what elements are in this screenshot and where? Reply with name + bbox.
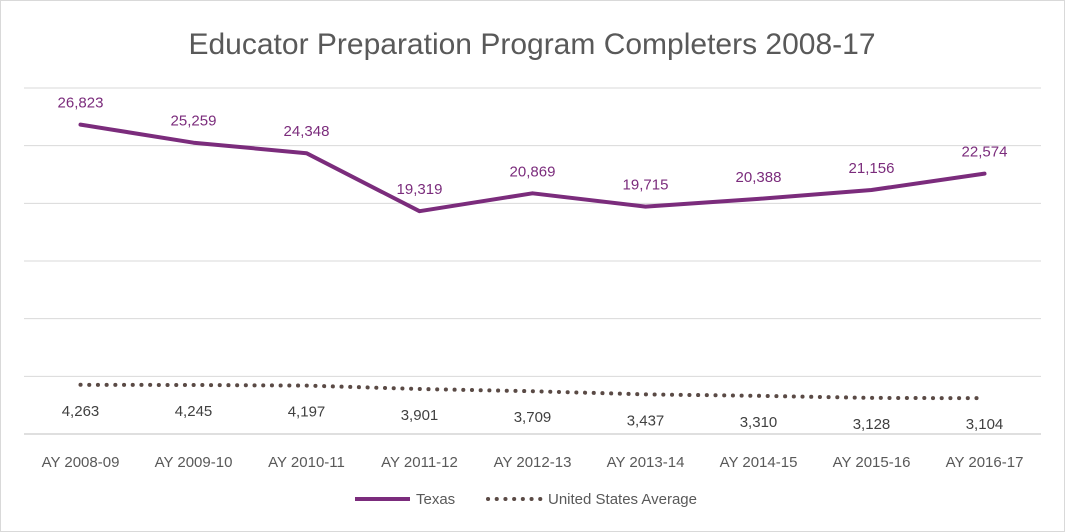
series-lines <box>78 122 987 401</box>
gridlines <box>24 87 1041 435</box>
data-label-texas: 25,259 <box>171 113 217 130</box>
data-label-us-average: 4,197 <box>288 404 326 421</box>
x-tick-label: AY 2008-09 <box>42 454 120 471</box>
x-tick-label: AY 2010-11 <box>268 454 345 471</box>
data-label-us-average: 3,901 <box>401 407 439 424</box>
data-label-us-average: 3,128 <box>853 416 891 433</box>
legend-label-us-average: United States Average <box>548 491 697 508</box>
x-tick-label: AY 2011-12 <box>381 454 458 471</box>
data-label-texas: 21,156 <box>849 160 895 177</box>
data-labels: 26,823 25,259 24,348 19,319 20,869 19,715 20,3… <box>58 95 1008 434</box>
x-tick-label: AY 2015-16 <box>833 454 911 471</box>
legend: Texas United States Average <box>355 491 697 508</box>
data-label-texas: 20,869 <box>510 163 556 180</box>
x-tick-label: AY 2012-13 <box>494 454 572 471</box>
series-line-us-average <box>78 382 987 401</box>
legend-label-texas: Texas <box>416 491 455 508</box>
data-label-texas: 20,388 <box>736 169 782 186</box>
data-label-texas: 26,823 <box>58 95 104 112</box>
x-tick-label: AY 2013-14 <box>607 454 685 471</box>
x-tick-label: AY 2009-10 <box>155 454 233 471</box>
data-label-us-average: 3,437 <box>627 412 665 429</box>
data-label-us-average: 4,263 <box>62 403 100 420</box>
x-tick-label: AY 2016-17 <box>946 454 1024 471</box>
data-label-us-average: 4,245 <box>175 403 213 420</box>
data-label-texas: 19,319 <box>397 181 443 198</box>
data-label-texas: 22,574 <box>962 144 1008 161</box>
chart-title: Educator Preparation Program Completers … <box>188 28 875 61</box>
x-tick-label: AY 2014-15 <box>720 454 798 471</box>
data-label-us-average: 3,709 <box>514 409 552 426</box>
data-label-texas: 24,348 <box>284 123 330 140</box>
data-label-us-average: 3,104 <box>966 416 1004 433</box>
series-line-texas <box>78 122 987 214</box>
data-label-texas: 19,715 <box>623 177 669 194</box>
x-axis-ticks: AY 2008-09 AY 2009-10 AY 2010-11 AY 2011-12… <box>42 454 1024 471</box>
data-label-us-average: 3,310 <box>740 414 778 431</box>
